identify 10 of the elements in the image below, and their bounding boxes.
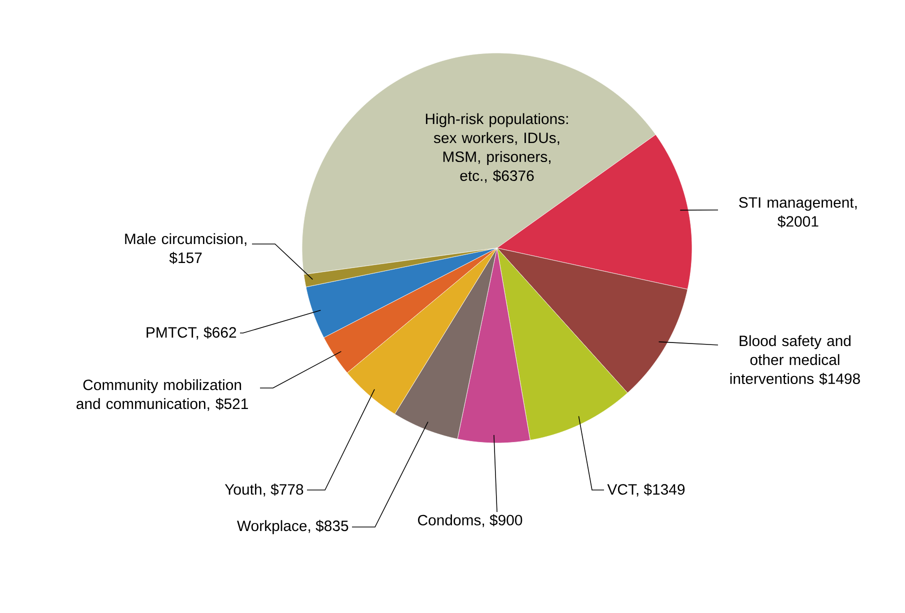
slice-label: Male circumcision, $157 <box>125 233 246 264</box>
slice-label: Workplace, $835 <box>237 520 348 534</box>
slice-label: Condoms, $900 <box>418 514 522 528</box>
slice-label: PMTCT, $662 <box>146 326 236 340</box>
slice-label: VCT, $1349 <box>607 484 685 496</box>
slice-label: High-risk populations: sex workers, IDUs, MSM, prisoners, etc., $6376 <box>426 113 568 183</box>
slice-label: Blood safety and other medical interventions $1498 <box>730 335 860 385</box>
slice-label: STI management, $2001 <box>739 197 857 228</box>
slice-label: Youth, $778 <box>224 484 304 496</box>
slice-label: Community mobilization and communication, $521 <box>76 379 248 411</box>
